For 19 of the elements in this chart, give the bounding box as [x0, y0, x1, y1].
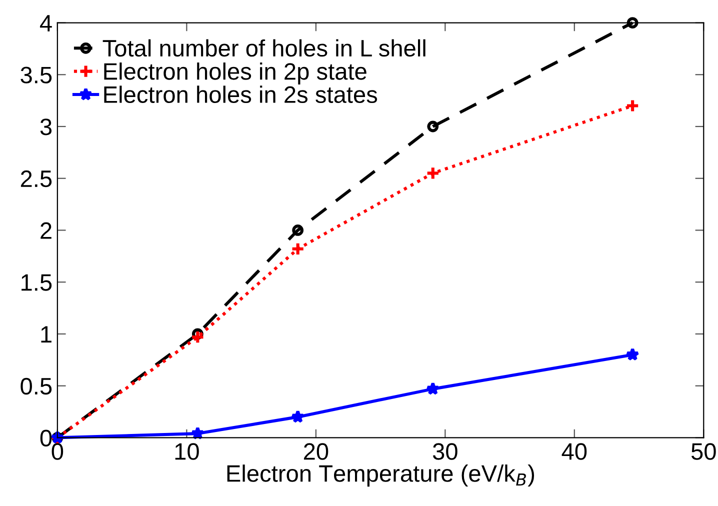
y-tick-label: 0	[40, 430, 52, 446]
y-tick-label: 3.5	[20, 66, 52, 84]
x-tick-label: 40	[562, 443, 587, 460]
y-tick-label: 3	[40, 118, 52, 136]
y-tick-label: 2	[40, 222, 52, 239]
y-tick-label: 2.5	[20, 170, 52, 188]
y-tick-label: 0.5	[20, 378, 52, 395]
y-tick-label: 4	[40, 15, 52, 32]
x-tick-label: 0	[52, 443, 64, 460]
y-tick-label: 1.5	[22, 274, 52, 291]
x-tick-label: 30	[432, 443, 458, 460]
x-tick-label: 20	[304, 443, 328, 460]
x-axis-title: Electron Temperature (eV/k$_{B}$)	[227, 464, 534, 487]
y-tick-label: 1	[41, 326, 52, 343]
x-tick-label: 50	[691, 443, 716, 460]
legend-label: Electron holes in 2s states	[104, 86, 378, 104]
legend-label: Total number of holes in L shell	[102, 39, 426, 57]
x-tick-label: 10	[175, 443, 199, 460]
legend-label: Electron holes in 2p state	[104, 62, 366, 84]
